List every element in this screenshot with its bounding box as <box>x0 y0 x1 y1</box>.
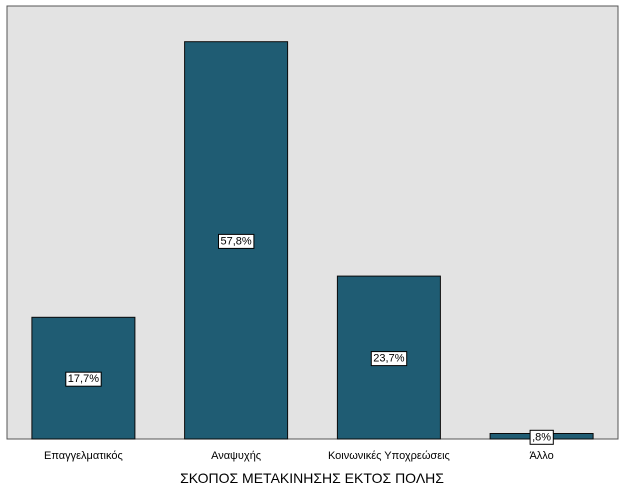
x-axis-title: ΣΚΟΠΟΣ ΜΕΤΑΚΙΝΗΣΗΣ ΕΚΤΟΣ ΠΟΛΗΣ <box>180 470 444 486</box>
data-label-box-0 <box>65 371 102 387</box>
data-label-text-2: 23,7% <box>373 353 404 365</box>
data-label-2: 23,7% <box>370 351 408 367</box>
data-label-box-1 <box>218 233 255 249</box>
data-label-text-1: 57,8% <box>220 235 251 247</box>
data-label-1: 57,8% <box>218 233 255 249</box>
data-label-text-0: 17,7% <box>68 373 99 385</box>
data-label-box-3 <box>529 429 554 445</box>
x-tick-label-3: Άλλο <box>529 450 553 462</box>
data-label-box-2 <box>370 351 408 367</box>
x-tick-label-1: Αναψυχής <box>211 450 261 462</box>
data-label-0: 17,7% <box>65 371 102 387</box>
data-labels: 17,7% 57,8% 23,7% ,8% <box>65 233 554 445</box>
data-label-text-3: ,8% <box>532 431 551 443</box>
x-tick-labels: Επαγγελματικός Αναψυχής Κοινωνικές Υποχρεώ… <box>44 450 554 462</box>
data-label-3: ,8% <box>529 429 554 445</box>
x-tick-label-0: Επαγγελματικός <box>44 450 123 462</box>
x-tick-label-2: Κοινωνικές Υποχρεώσεις <box>328 450 450 462</box>
